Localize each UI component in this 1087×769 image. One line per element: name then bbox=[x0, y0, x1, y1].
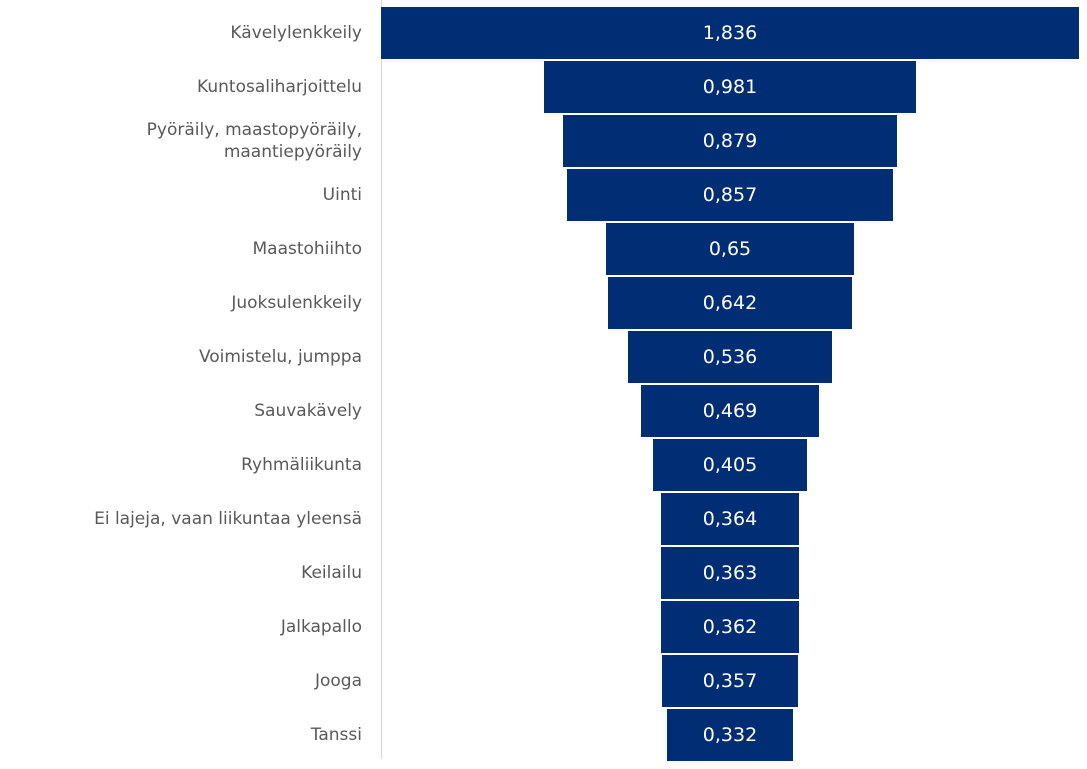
value-label: 0,364 bbox=[702, 508, 758, 530]
bar bbox=[660, 493, 800, 545]
category-label: Jooga bbox=[314, 671, 362, 691]
bar bbox=[567, 169, 893, 221]
category-label: Kävelylenkkeily bbox=[230, 23, 362, 43]
category-label: Juoksulenkkeily bbox=[231, 293, 362, 313]
value-label: 0,357 bbox=[702, 670, 758, 692]
bar bbox=[662, 655, 798, 707]
category-label: Ei lajeja, vaan liikuntaa yleensä bbox=[94, 509, 362, 529]
value-label: 0,65 bbox=[708, 238, 752, 260]
bar bbox=[562, 115, 898, 167]
category-label: Maastohiihto bbox=[252, 239, 363, 259]
axis-line bbox=[381, 0, 382, 759]
bar bbox=[606, 223, 854, 275]
category-label: Keilailu bbox=[301, 563, 362, 583]
category-label: Uinti bbox=[322, 185, 362, 205]
value-label: 0,981 bbox=[702, 76, 758, 98]
category-label: Jalkapallo bbox=[280, 617, 362, 637]
category-label: Tanssi bbox=[310, 725, 362, 745]
bar bbox=[660, 547, 799, 599]
bar bbox=[653, 439, 807, 491]
bar bbox=[381, 7, 1079, 59]
bar bbox=[661, 601, 799, 653]
value-label: 0,332 bbox=[702, 724, 758, 746]
value-label: 0,469 bbox=[702, 400, 758, 422]
bar bbox=[666, 709, 794, 761]
value-label: 0,536 bbox=[702, 346, 758, 368]
bar bbox=[640, 385, 820, 437]
bar bbox=[607, 277, 853, 329]
bar bbox=[628, 331, 832, 383]
category-label: Kuntosaliharjoittelu bbox=[197, 77, 362, 97]
category-label: Ryhmäliikunta bbox=[241, 455, 362, 475]
value-label: 0,642 bbox=[702, 292, 758, 314]
category-label: Pyöräily, maastopyöräily, maantiepyöräil… bbox=[146, 120, 362, 162]
category-label: Voimistelu, jumppa bbox=[198, 347, 362, 367]
value-label: 0,879 bbox=[702, 130, 758, 152]
value-label: 1,836 bbox=[702, 22, 758, 44]
value-label: 0,857 bbox=[702, 184, 758, 206]
value-label: 0,405 bbox=[702, 454, 758, 476]
value-label: 0,363 bbox=[702, 562, 758, 584]
category-label: Sauvakävely bbox=[254, 401, 362, 421]
value-label: 0,362 bbox=[702, 616, 758, 638]
bar bbox=[543, 61, 917, 113]
